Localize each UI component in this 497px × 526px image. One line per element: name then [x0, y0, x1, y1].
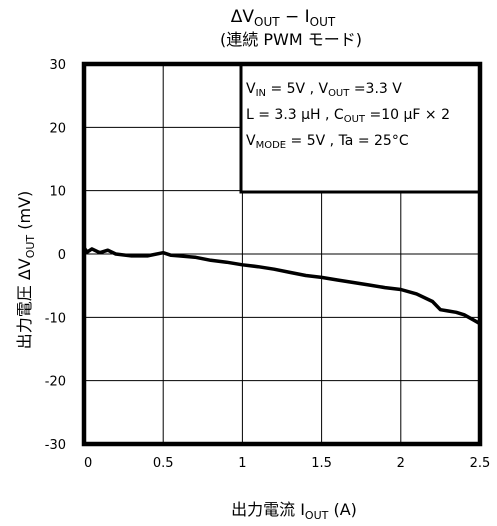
y-tick-label: -10	[45, 311, 66, 326]
annotation-line-1: VIN = 5V , VOUT =3.3 V	[246, 81, 402, 99]
x-tick-label: 0.5	[153, 456, 174, 471]
x-axis-label: 出力電流 IOUT (A)	[231, 500, 357, 522]
x-tick-label: 1.5	[311, 456, 332, 471]
y-tick-label: -30	[45, 438, 66, 453]
y-tick-label: 30	[49, 58, 66, 73]
y-tick-label: -20	[45, 375, 66, 390]
y-tick-labels: 30 20 10 0 -10 -20 -30	[45, 58, 66, 453]
chart-title-line-1: ΔVOUT − IOUT	[231, 7, 336, 29]
x-tick-label: 2	[397, 456, 405, 471]
annotation-line-2: L = 3.3 μH , COUT =10 μF × 2	[246, 107, 450, 125]
chart-title-line-2: (連続 PWM モード)	[220, 30, 362, 49]
x-tick-label: 0	[84, 456, 92, 471]
y-tick-label: 10	[49, 185, 66, 200]
x-tick-label: 1	[238, 456, 246, 471]
y-axis-label: 出力電圧 ΔVOUT (mV)	[15, 191, 37, 350]
plot-frame	[81, 61, 483, 447]
annotation-line-3: VMODE = 5V , Ta = 25°C	[246, 133, 409, 151]
series-line	[82, 245, 482, 326]
x-tick-label: 2.5	[470, 456, 491, 471]
y-tick-label: 0	[58, 248, 66, 263]
y-tick-label: 20	[49, 121, 66, 136]
x-tick-labels: 0 0.5 1 1.5 2 2.5	[84, 456, 490, 471]
